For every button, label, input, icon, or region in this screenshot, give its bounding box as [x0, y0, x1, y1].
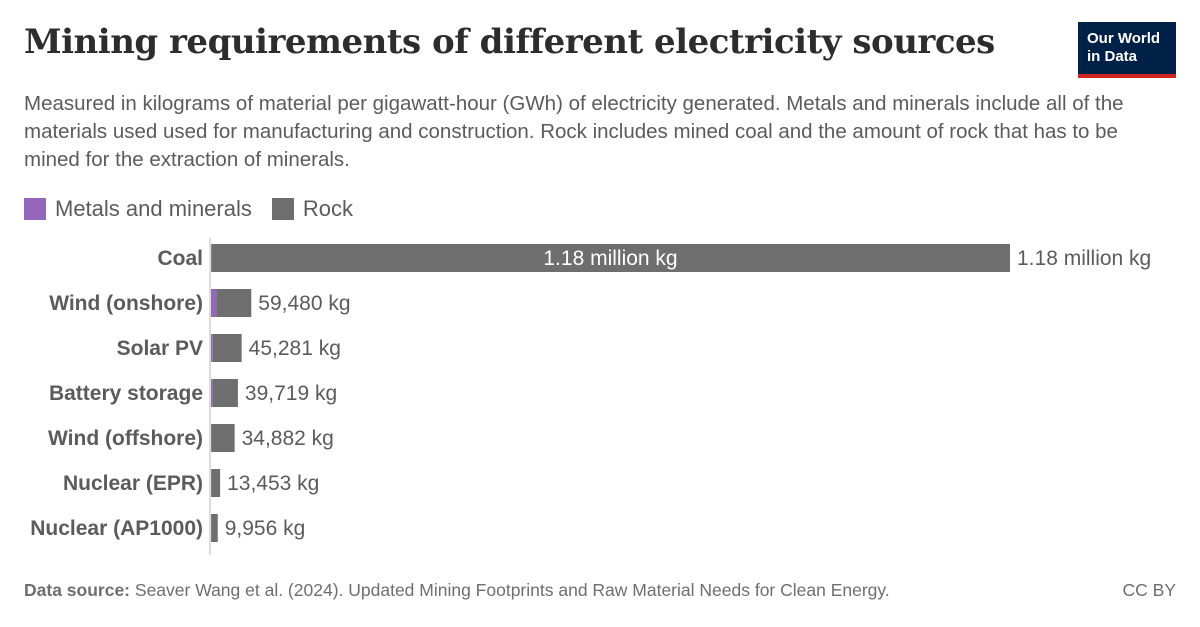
- bar-value-label: 39,719 kg: [245, 382, 337, 405]
- bar-segment-rock: [211, 244, 1010, 272]
- bar-segment-metals: [211, 334, 213, 362]
- legend-item-rock[interactable]: Rock: [271, 196, 353, 222]
- bar-value-label: 1.18 million kg: [1017, 247, 1151, 270]
- logo-line-1: Our World: [1087, 30, 1161, 47]
- chart-legend: Metals and minerals Rock: [24, 196, 373, 222]
- category-label: Nuclear (AP1000): [30, 517, 203, 540]
- bar-segment-rock: [212, 334, 242, 362]
- bar-segment-metals: [211, 424, 212, 452]
- legend-swatch-metals: [24, 198, 46, 220]
- category-label: Coal: [157, 247, 203, 270]
- bar-value-label: 45,281 kg: [249, 337, 341, 360]
- bar-segment-rock: [211, 424, 235, 452]
- bar-segment-rock: [211, 469, 221, 497]
- category-label: Wind (offshore): [48, 427, 203, 450]
- legend-item-metals[interactable]: Metals and minerals: [24, 196, 252, 222]
- bar-segment-metals: [211, 379, 213, 407]
- bar-segment-metals: [211, 244, 212, 272]
- bar-segment-rock: [212, 379, 238, 407]
- owid-logo[interactable]: Our World in Data: [1078, 22, 1176, 78]
- bar-value-label: 34,882 kg: [242, 427, 334, 450]
- bar-segment-rock: [216, 289, 252, 317]
- bar-value-label: 13,453 kg: [227, 472, 319, 495]
- bar-inside-label: 1.18 million kg: [543, 247, 677, 270]
- source-label: Data source:: [24, 580, 131, 600]
- bar-value-label: 59,480 kg: [258, 292, 350, 315]
- bar-value-label: 9,956 kg: [225, 517, 306, 540]
- bar-segment-rock: [211, 514, 218, 542]
- bar-chart: Coal 1.18 million kg 1.18 million kg Wind (…: [30, 238, 1151, 555]
- category-label: Nuclear (EPR): [63, 472, 203, 495]
- legend-swatch-rock: [271, 198, 294, 220]
- category-label: Solar PV: [117, 337, 203, 360]
- category-label: Wind (onshore): [49, 292, 203, 315]
- license-label[interactable]: CC BY: [1122, 580, 1176, 600]
- logo-line-2: in Data: [1087, 48, 1138, 65]
- bar-segment-metals: [211, 289, 217, 317]
- chart-footer: Data source: Seaver Wang et al. (2024). …: [24, 580, 1176, 601]
- category-label: Battery storage: [49, 382, 203, 405]
- legend-label-rock: Rock: [302, 196, 353, 221]
- source-text: Seaver Wang et al. (2024). Updated Minin…: [134, 580, 890, 600]
- legend-label-metals: Metals and minerals: [55, 196, 252, 221]
- chart-subtitle: Measured in kilograms of material per gi…: [24, 92, 1124, 171]
- chart-title: Mining requirements of different electri…: [24, 22, 995, 62]
